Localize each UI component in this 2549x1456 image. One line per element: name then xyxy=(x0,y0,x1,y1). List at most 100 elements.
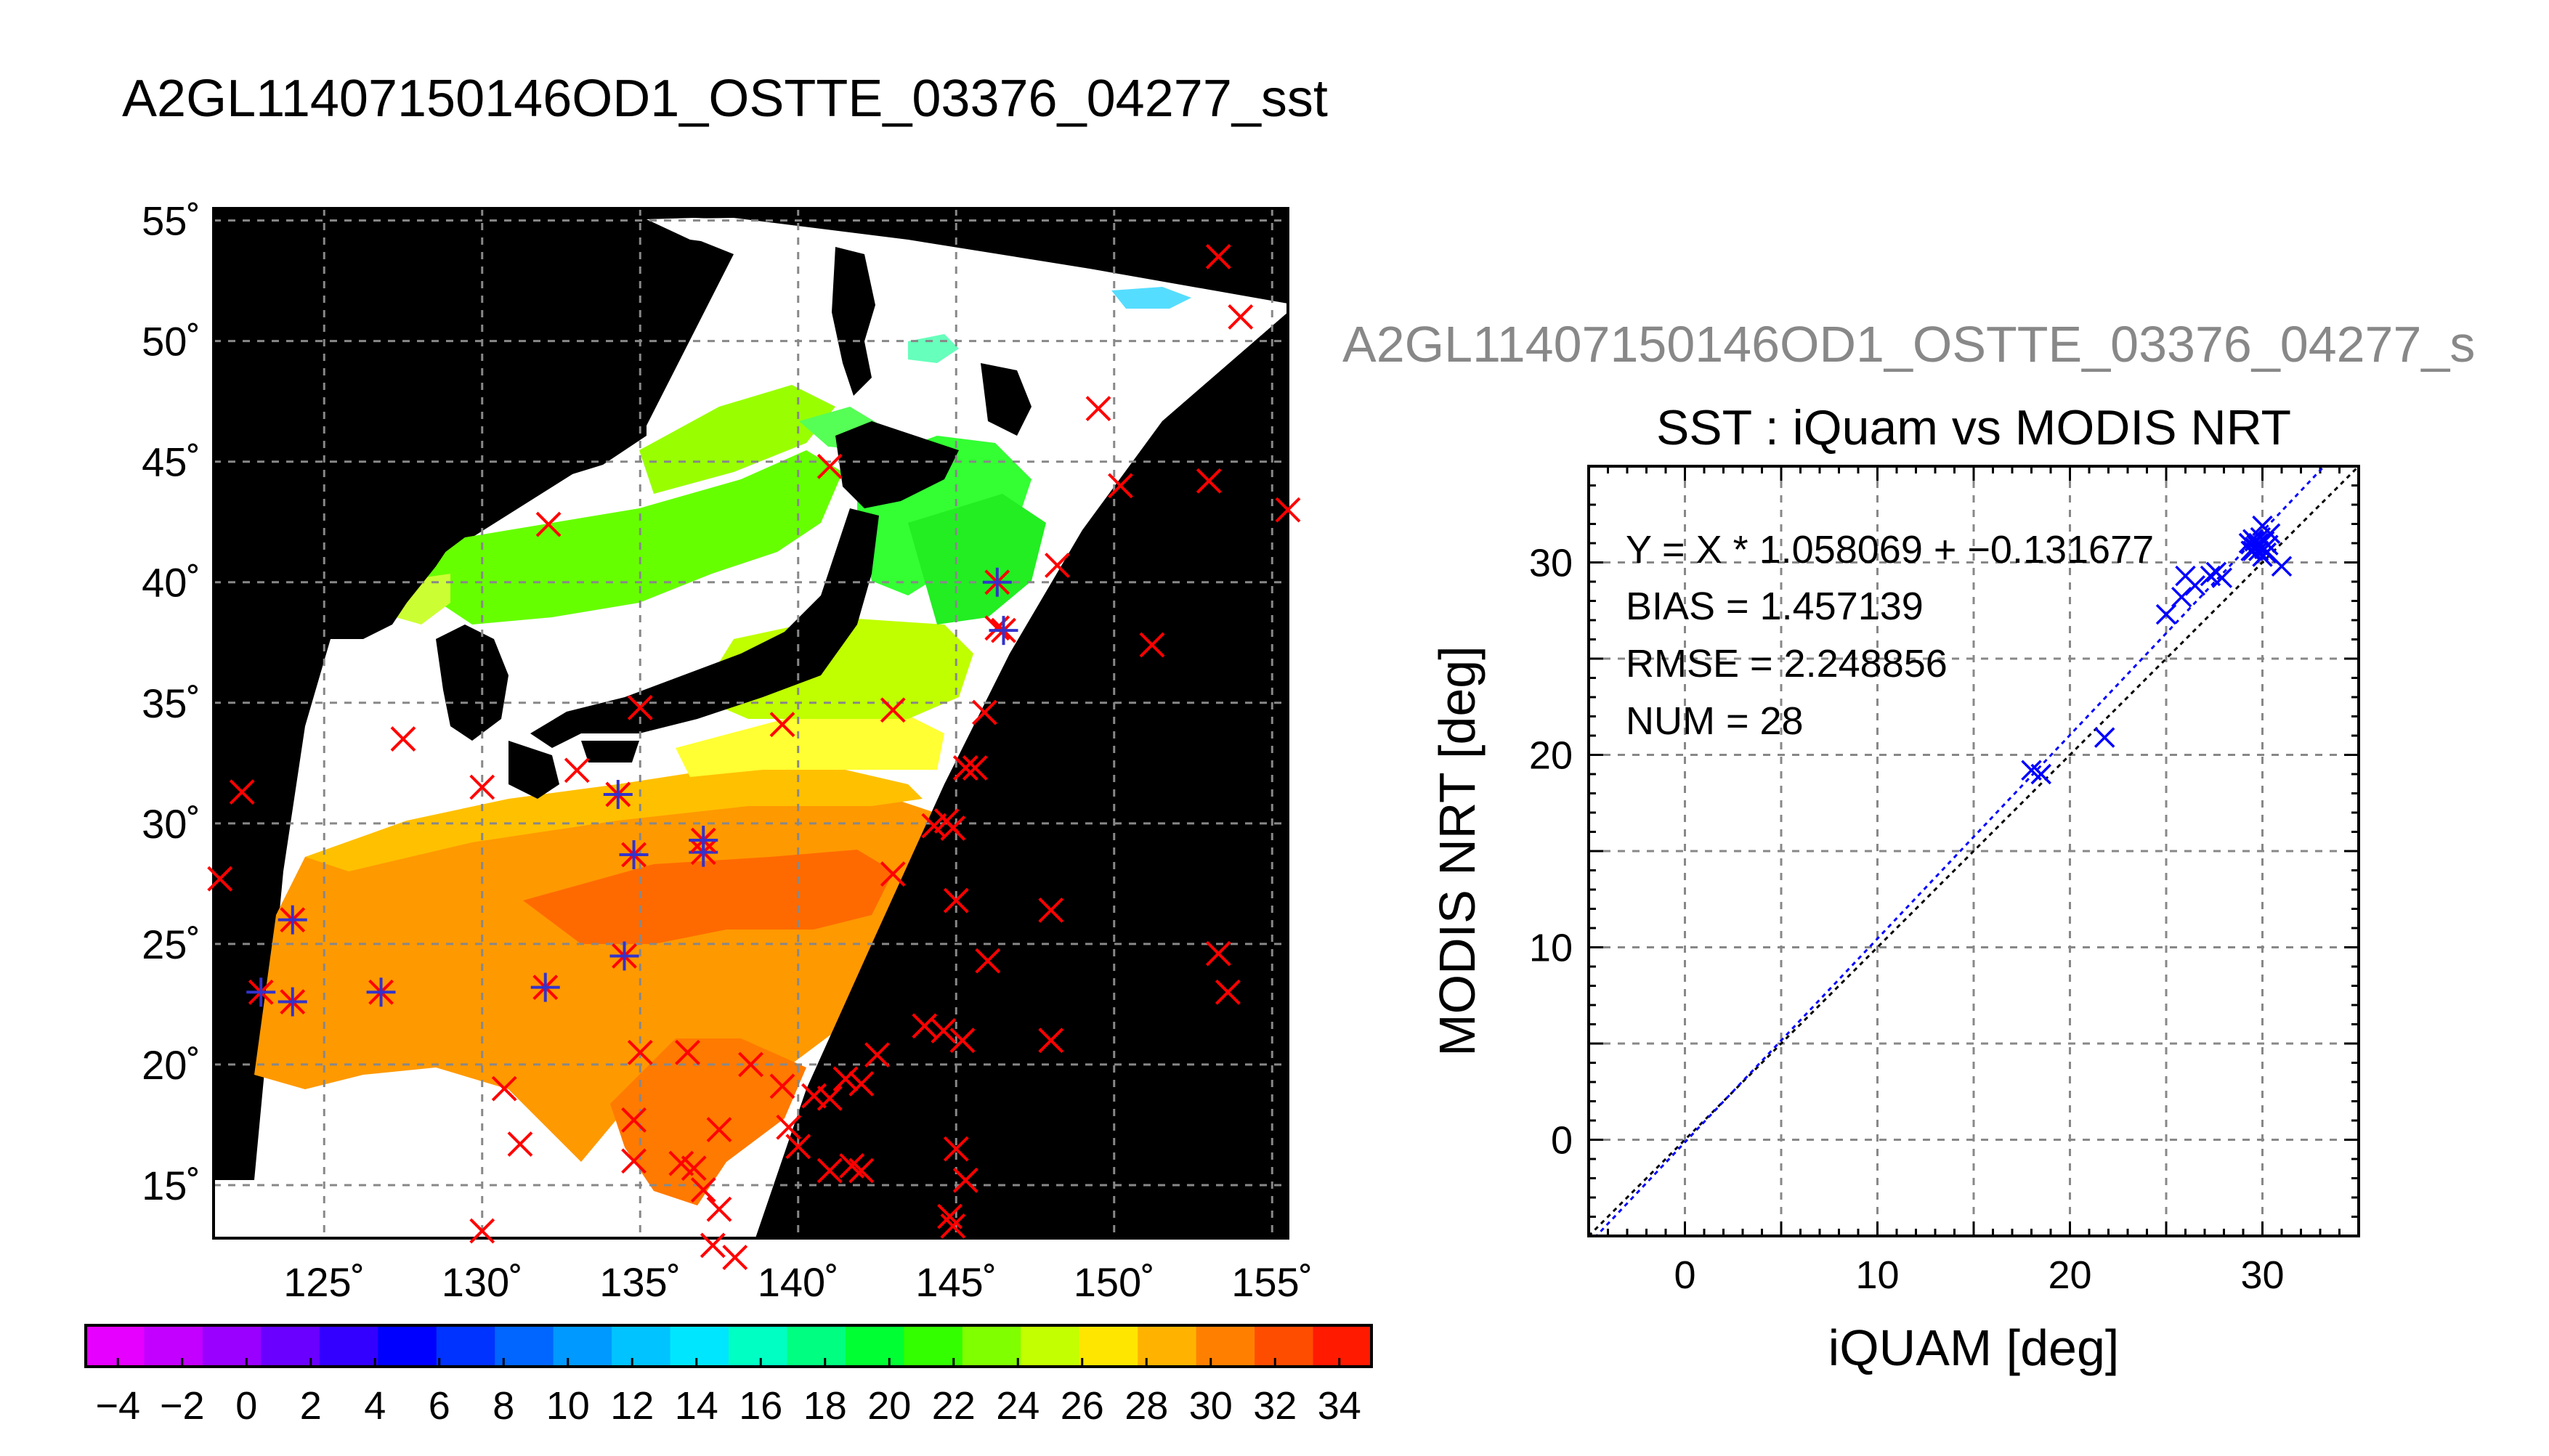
buoy-unmatched-marker xyxy=(390,726,416,752)
stats-fit: Y = X * 1.058069 + −0.131677 xyxy=(1626,528,2154,572)
colorbar-frame xyxy=(84,1324,1373,1368)
marker-stroke xyxy=(880,697,906,723)
colorbar-tick-label: 26 xyxy=(1061,1384,1104,1428)
sst-pacific-northeast xyxy=(908,494,1046,625)
marker-stroke xyxy=(1215,979,1241,1005)
sst-hot-region-south xyxy=(610,1038,806,1205)
buoy-unmatched-marker xyxy=(491,1075,517,1102)
marker-stroke xyxy=(943,887,969,914)
colorbar-tick-label: 30 xyxy=(1189,1384,1233,1428)
colorbar-tick-label: 2 xyxy=(300,1384,322,1428)
marker-stroke xyxy=(816,1085,843,1111)
scatter-point xyxy=(2171,586,2192,608)
buoy-unmatched-marker xyxy=(962,755,988,781)
map-x-tick-label: 150˚ xyxy=(1074,1259,1155,1305)
buoy-unmatched-marker xyxy=(690,1177,716,1203)
buoy-unmatched-marker xyxy=(1275,497,1301,523)
land-honshu xyxy=(530,508,879,748)
sst-hot-region xyxy=(523,850,893,944)
buoy-unmatched-marker xyxy=(469,1218,495,1244)
stats-rmse: RMSE = 2.248856 xyxy=(1626,642,1948,686)
buoy-matched-marker xyxy=(277,905,307,935)
marker-stroke xyxy=(1275,497,1301,523)
scatter-y-tick-label: 10 xyxy=(1529,927,1573,970)
buoy-unmatched-marker xyxy=(1038,1028,1064,1054)
scatter-x-tick-label: 0 xyxy=(1674,1253,1695,1297)
buoy-unmatched-marker xyxy=(971,699,997,725)
marker-stroke xyxy=(681,1155,707,1182)
buoy-unmatched-marker xyxy=(769,712,795,738)
marker-stroke xyxy=(816,453,843,479)
map-y-tick-label: 15˚ xyxy=(142,1163,200,1208)
colorbar-segment xyxy=(612,1325,671,1367)
marker-stroke xyxy=(943,1136,969,1162)
marker-stroke xyxy=(971,699,997,725)
marker-stroke xyxy=(1038,897,1064,923)
scatter-frame xyxy=(1587,465,2360,1237)
map-buoy-markers xyxy=(207,244,1301,1270)
buoy-matched-marker xyxy=(619,839,649,869)
land-sakhalin xyxy=(832,247,875,396)
marker-stroke xyxy=(706,1117,732,1142)
buoy-matched-marker xyxy=(689,826,718,855)
scatter-point xyxy=(2211,567,2233,588)
marker-stroke xyxy=(801,1083,827,1109)
marker-stroke xyxy=(469,1218,495,1244)
colorbar-tick-label: 18 xyxy=(803,1384,847,1428)
buoy-unmatched-marker xyxy=(1196,468,1222,494)
scatter-y-tick-labels: 0 10 20 30 xyxy=(1529,542,1573,1163)
buoy-unmatched-marker xyxy=(949,1028,976,1054)
buoy-matched-marker xyxy=(366,977,396,1007)
scatter-y-tick-label: 20 xyxy=(1529,734,1573,778)
colorbar-segment xyxy=(86,1325,145,1367)
buoy-unmatched-marker xyxy=(952,1167,978,1193)
scatter-x-tick-label: 20 xyxy=(2048,1253,2091,1297)
point-stroke xyxy=(2094,727,2115,748)
buoy-unmatched-marker xyxy=(880,697,906,723)
colorbar-segment xyxy=(1079,1325,1138,1367)
point-stroke xyxy=(2248,540,2269,561)
sst-map xyxy=(214,208,1288,1238)
point-stroke xyxy=(2171,586,2192,608)
marker-stroke xyxy=(952,755,978,781)
point-stroke xyxy=(2175,565,2196,587)
buoy-unmatched-marker xyxy=(776,1114,802,1140)
buoy-unmatched-marker xyxy=(706,1117,732,1142)
colorbar-tick-label: 0 xyxy=(235,1384,257,1428)
marker-stroke xyxy=(1085,396,1111,422)
scatter-top-title: A2GL11407150146OD1_OSTTE_03376_04277_s xyxy=(1342,316,2475,373)
stats-num: NUM = 28 xyxy=(1626,699,1804,743)
buoy-matched-marker xyxy=(277,987,307,1017)
colorbar-tick-label: 32 xyxy=(1253,1384,1297,1428)
scatter-point xyxy=(2242,540,2264,561)
buoy-unmatched-marker xyxy=(207,866,233,892)
map-title: A2GL11407150146OD1_OSTTE_03376_04277_sst xyxy=(122,70,1328,128)
colorbar-segment xyxy=(787,1325,846,1367)
buoy-matched-marker xyxy=(603,779,633,809)
marker-stroke xyxy=(880,861,906,887)
marker-stroke xyxy=(1196,468,1222,494)
marker-stroke xyxy=(668,1150,694,1176)
buoy-unmatched-marker xyxy=(627,1039,653,1065)
scatter-point xyxy=(2184,575,2205,596)
buoy-unmatched-marker xyxy=(681,1155,707,1182)
swath-north xyxy=(647,218,1288,312)
buoy-matched-marker xyxy=(530,972,560,1002)
map-frame xyxy=(212,207,1289,1240)
scatter-point xyxy=(2155,603,2177,625)
point-stroke xyxy=(2242,540,2264,561)
marker-stroke xyxy=(621,1148,647,1174)
land-hokkaido xyxy=(835,421,959,508)
stats-bias: BIAS = 1.457139 xyxy=(1626,585,1924,628)
buoy-unmatched-marker xyxy=(864,1042,890,1068)
colorbar-segment xyxy=(378,1325,437,1367)
buoy-unmatched-marker xyxy=(940,1213,966,1239)
buoy-unmatched-marker xyxy=(1205,940,1231,967)
marker-stroke xyxy=(832,1066,859,1092)
buoy-unmatched-marker xyxy=(1038,897,1064,923)
scatter-point xyxy=(2253,531,2275,552)
land-shikoku xyxy=(581,741,639,762)
buoy-unmatched-marker xyxy=(229,779,255,805)
